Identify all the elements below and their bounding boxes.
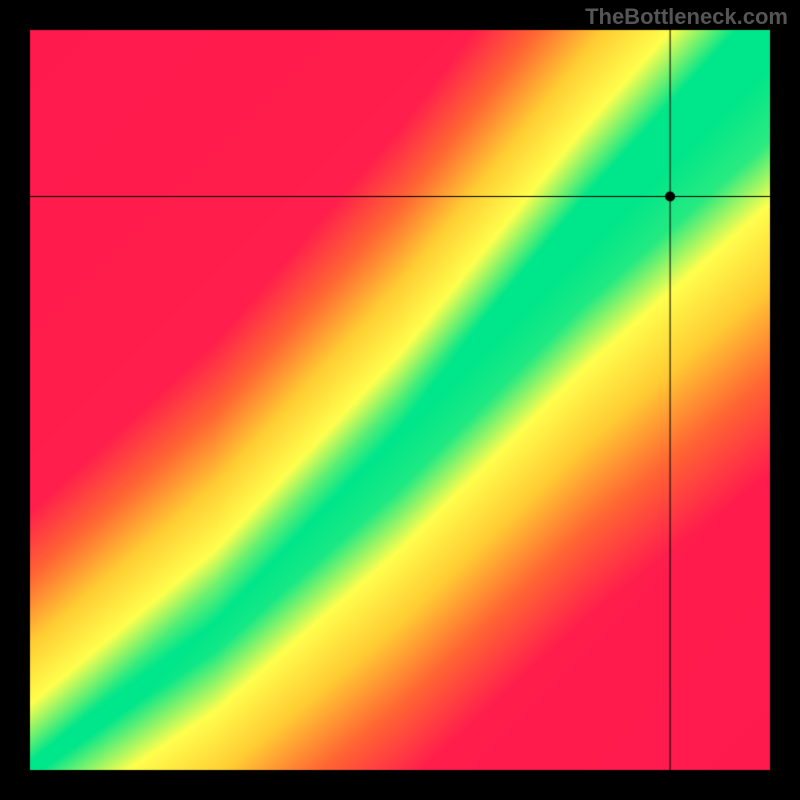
- heatmap-canvas: [0, 0, 800, 800]
- chart-container: TheBottleneck.com: [0, 0, 800, 800]
- watermark-text: TheBottleneck.com: [585, 4, 788, 30]
